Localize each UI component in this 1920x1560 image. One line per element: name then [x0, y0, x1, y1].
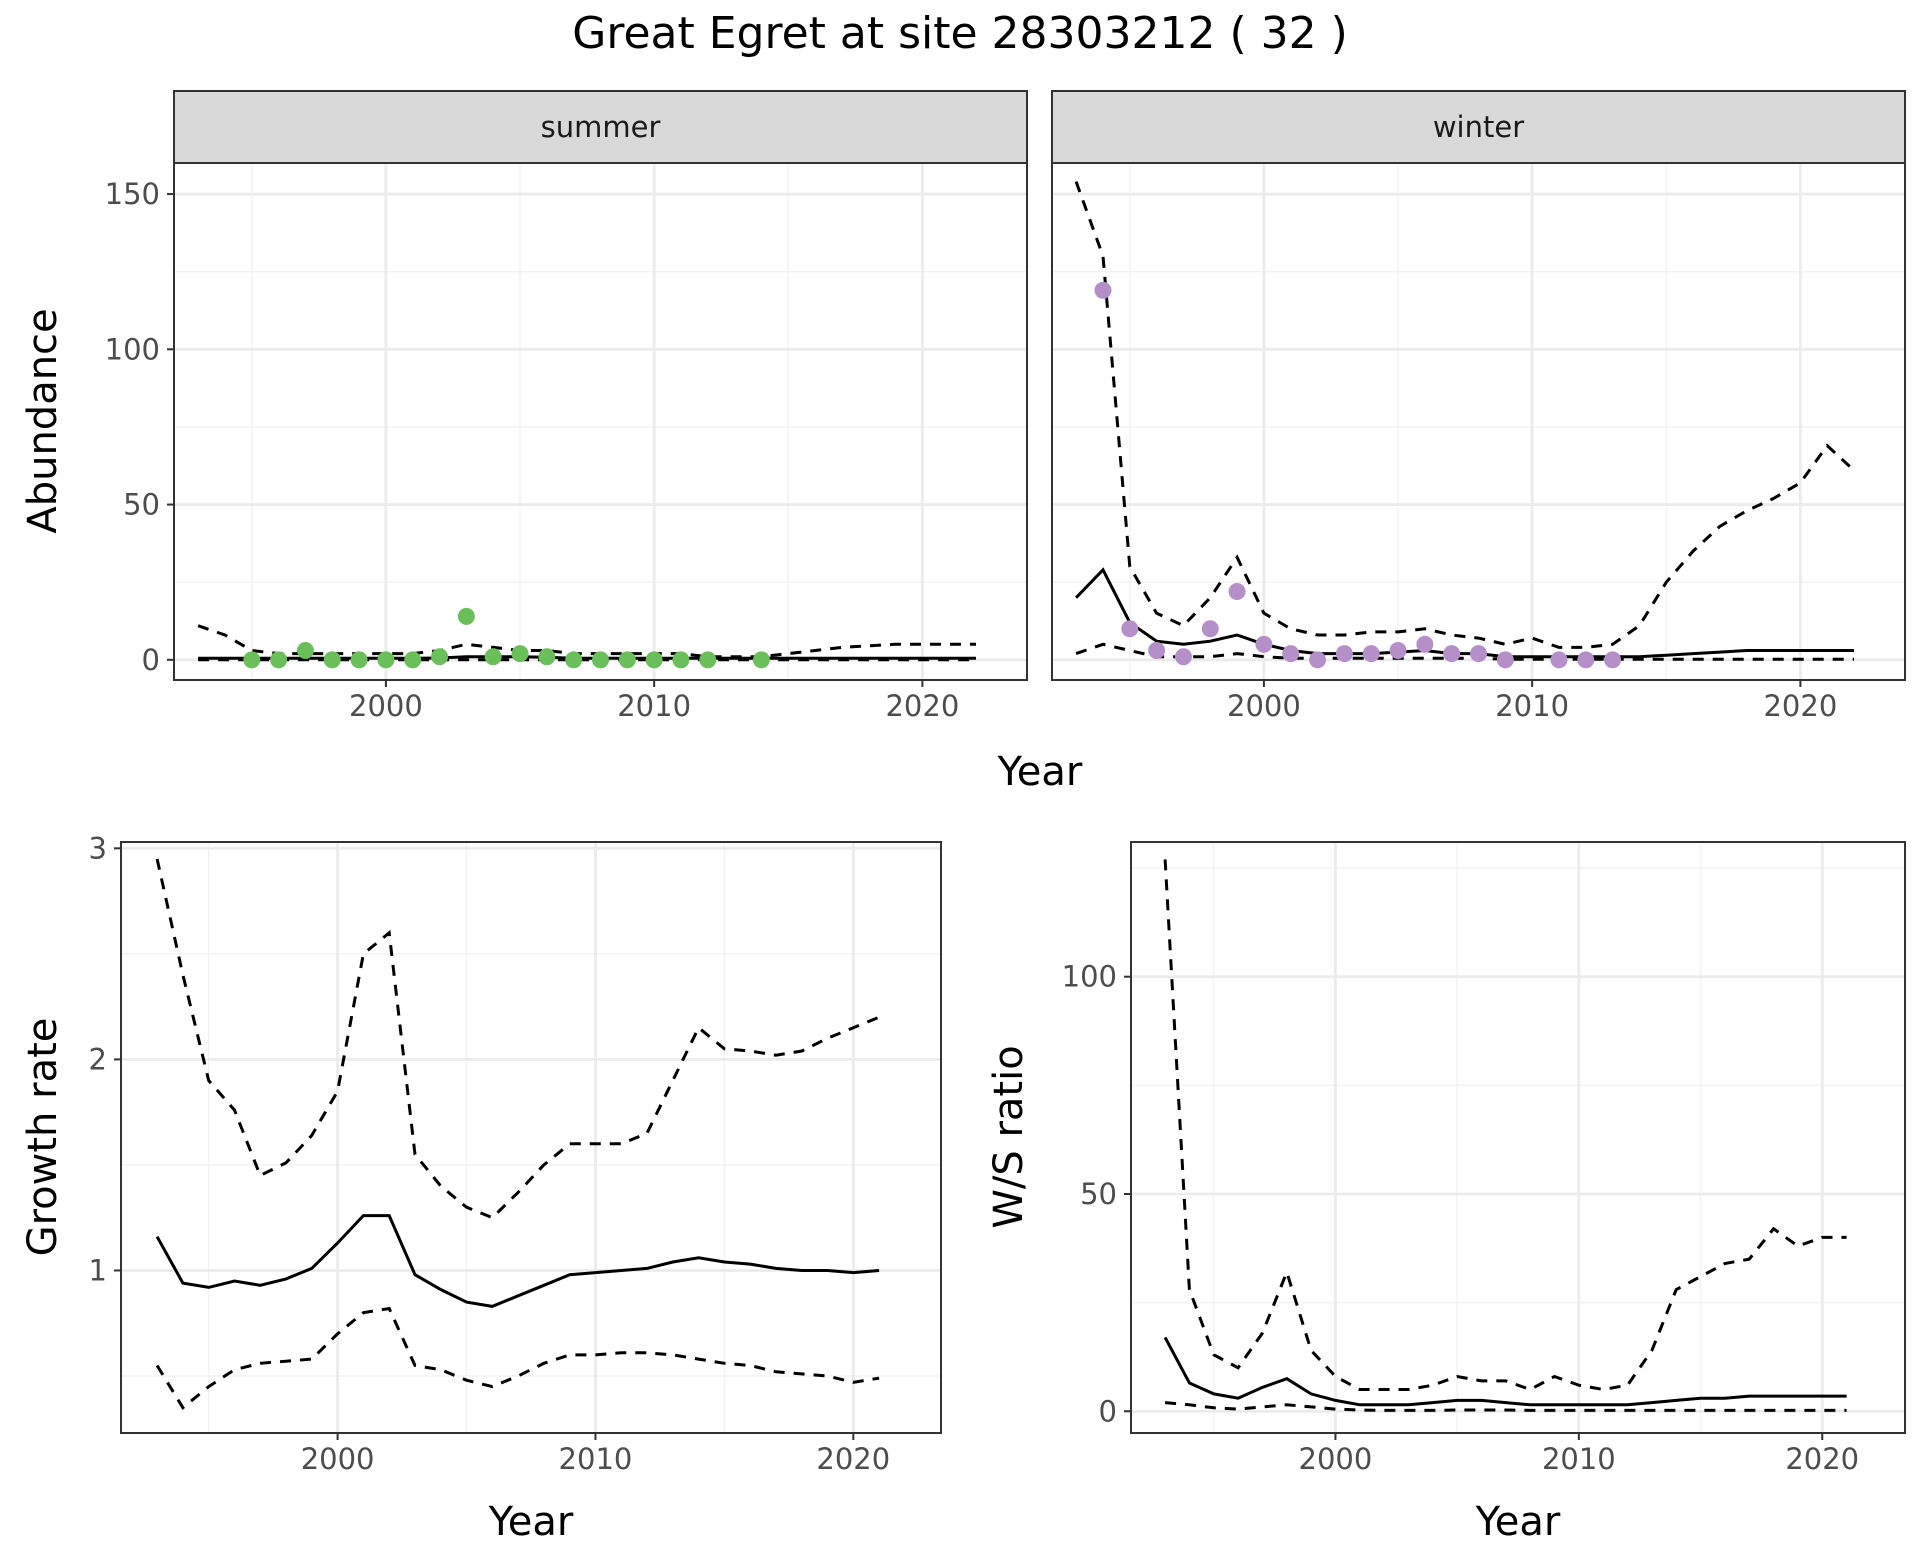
- y-tick-label: 50: [1080, 1177, 1117, 1211]
- observed-point: [618, 651, 636, 669]
- x-tick-label: 2000: [1299, 1442, 1373, 1476]
- observed-point: [538, 648, 556, 666]
- y-tick-label: 150: [105, 177, 160, 211]
- mean-line: [198, 655, 976, 660]
- facet-strip: [173, 90, 1028, 164]
- observed-point: [431, 648, 449, 666]
- y-axis-title: Growth rate: [20, 1018, 66, 1257]
- observed-point: [565, 651, 583, 669]
- mean-line: [1163, 1336, 1847, 1407]
- x-tick-label: 2020: [1763, 689, 1837, 723]
- y-axis-title: W/S ratio: [986, 1045, 1032, 1228]
- observed-point: [1282, 645, 1300, 663]
- observed-point: [1174, 648, 1192, 666]
- x-tick-label: 2000: [349, 689, 423, 723]
- observed-point: [645, 651, 663, 669]
- lower-bound-line: [1164, 1401, 1847, 1412]
- observed-point: [404, 651, 422, 669]
- observed-point: [1228, 583, 1246, 601]
- observed-point: [270, 651, 288, 669]
- upper-bound-line: [1074, 181, 1856, 649]
- observed-point: [1255, 635, 1273, 653]
- observed-point: [1550, 651, 1568, 669]
- upper-bound-line: [155, 858, 880, 1220]
- observed-point: [296, 642, 314, 660]
- observed-point: [1148, 642, 1166, 660]
- y-axis-title: Abundance: [20, 308, 66, 533]
- upper-bound-line: [1163, 859, 1847, 1392]
- lower-bound-line: [155, 1306, 880, 1410]
- mean-line: [155, 1214, 880, 1308]
- observed-point: [323, 651, 341, 669]
- observed-point: [1309, 651, 1327, 669]
- ws-ratio-panel: 2000 2010 2020 0 50 100 Year W/S ratio: [986, 841, 1906, 1545]
- x-tick-label: 2020: [816, 1442, 890, 1476]
- y-tick-label: 3: [89, 831, 107, 865]
- x-axis-title: Year: [997, 749, 1083, 795]
- abundance-summer-panel: 2000 2010 2020 0 50 100 150 summer Year Abundance: [20, 90, 1083, 795]
- panel-border: [120, 841, 942, 1434]
- upper-bound-line: [197, 624, 976, 659]
- y-tick-label: 0: [142, 643, 160, 677]
- x-axis-title: Year: [488, 1499, 574, 1545]
- observed-point: [1604, 651, 1622, 669]
- y-tick-label: 100: [105, 332, 160, 366]
- y-tick-label: 100: [1062, 960, 1117, 994]
- x-tick-label: 2010: [559, 1442, 633, 1476]
- y-tick-label: 0: [1099, 1394, 1117, 1428]
- observed-point: [350, 651, 368, 669]
- facet-strip: [1051, 90, 1906, 164]
- observed-point: [1443, 645, 1461, 663]
- observed-point: [1470, 645, 1487, 663]
- x-tick-label: 2010: [617, 689, 691, 723]
- observed-point: [457, 607, 475, 625]
- y-tick-label: 1: [89, 1253, 107, 1287]
- observed-point: [1496, 651, 1514, 669]
- y-tick-label: 2: [89, 1042, 107, 1076]
- panel-border: [1130, 841, 1906, 1434]
- abundance-winter-panel: 2000 2010 2020 winter: [1051, 90, 1906, 723]
- observed-point: [1335, 645, 1353, 663]
- observed-point: [1577, 651, 1595, 669]
- x-tick-label: 2000: [1227, 689, 1301, 723]
- x-tick-label: 2020: [1785, 1442, 1859, 1476]
- observed-point: [243, 651, 261, 669]
- x-tick-label: 2000: [301, 1442, 375, 1476]
- facet-strip-label: summer: [541, 110, 661, 144]
- observed-point: [752, 651, 770, 669]
- facet-strip-label: winter: [1433, 110, 1524, 144]
- observed-point: [1362, 645, 1380, 663]
- mean-line: [1075, 567, 1854, 659]
- observed-point: [672, 651, 690, 669]
- observed-point: [484, 648, 502, 666]
- observed-point: [1094, 281, 1112, 299]
- x-tick-label: 2010: [1542, 1442, 1616, 1476]
- y-tick-label: 50: [123, 488, 160, 522]
- x-axis-title: Year: [1475, 1499, 1561, 1545]
- panel-border: [1051, 162, 1906, 681]
- x-tick-label: 2010: [1495, 689, 1569, 723]
- observed-point: [1121, 620, 1139, 638]
- panel-border: [173, 162, 1028, 681]
- observed-point: [699, 651, 717, 669]
- observed-point: [511, 645, 529, 663]
- x-tick-label: 2020: [885, 689, 959, 723]
- growth-rate-panel: 2000 2010 2020 1 2 3 Year Growth rate: [20, 831, 942, 1545]
- observed-point: [1201, 620, 1219, 638]
- observed-point: [1416, 635, 1434, 653]
- observed-point: [1389, 642, 1407, 660]
- observed-point: [592, 651, 609, 669]
- chart-title: Great Egret at site 28303212 ( 32 ): [572, 8, 1348, 59]
- observed-point: [377, 651, 395, 669]
